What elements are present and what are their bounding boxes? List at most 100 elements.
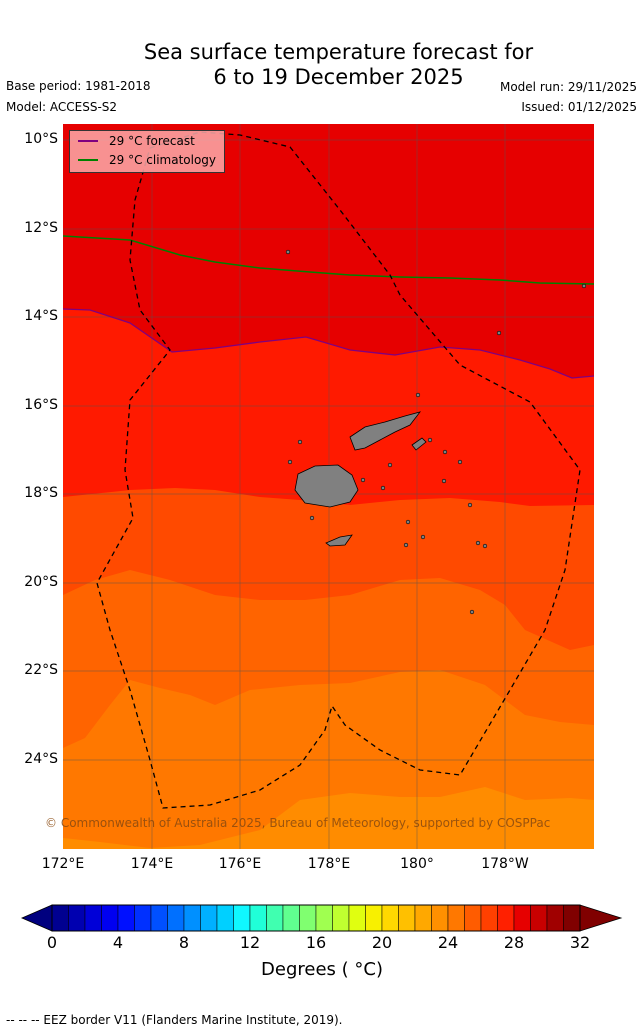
colorbar-segment (68, 904, 86, 932)
colorbar-segment (183, 904, 201, 932)
colorbar-segment (216, 904, 234, 932)
copyright-notice: © Commonwealth of Australia 2025, Bureau… (45, 816, 551, 830)
climatology-line-swatch (78, 159, 98, 161)
latitude-label: 24°S (24, 751, 58, 767)
colorbar-segment (480, 904, 498, 932)
colorbar-segment (464, 904, 482, 932)
longitude-label: 178°W (481, 856, 529, 872)
small-island (457, 459, 463, 465)
issued-date: Issued: 01/12/2025 (521, 100, 637, 114)
colorbar-segment (332, 904, 350, 932)
sst-band-29-plus (63, 124, 594, 378)
colorbar-segment (414, 904, 432, 932)
small-island (496, 330, 502, 336)
colorbar-segment (249, 904, 267, 932)
small-island (469, 609, 475, 615)
small-island (387, 462, 393, 468)
small-island (442, 449, 448, 455)
colorbar-segment (447, 904, 465, 932)
model-run: Model run: 29/11/2025 (499, 80, 637, 94)
small-island (427, 437, 433, 443)
colorbar-segment (546, 904, 564, 932)
legend-forecast-label: 29 °C forecast (109, 134, 195, 148)
longitude-label: 180° (400, 856, 434, 872)
forecast-line-swatch (78, 140, 98, 142)
longitude-label: 178°E (307, 856, 351, 872)
colorbar-tick-label: 12 (239, 933, 261, 952)
colorbar-segment (51, 904, 69, 932)
title-line-1: Sea surface temperature forecast for (143, 40, 534, 64)
forecast-29c-contour (63, 308, 594, 379)
small-island (581, 283, 587, 289)
small-island (380, 485, 386, 491)
small-island (285, 249, 291, 255)
colorbar-over-extension (579, 904, 623, 932)
model-name: Model: ACCESS-S2 (6, 100, 118, 114)
vanua-levu-island (349, 411, 422, 451)
colorbar-segment (497, 904, 515, 932)
small-island (475, 540, 481, 546)
colorbar-segment (167, 904, 185, 932)
small-island (482, 543, 488, 549)
colorbar-segment (101, 904, 119, 932)
colorbar-segment (266, 904, 284, 932)
colorbar-segment (299, 904, 317, 932)
colorbar-under-extension (20, 904, 53, 932)
small-island (467, 502, 473, 508)
small-island (309, 515, 315, 521)
eez-note: -- -- -- EEZ border V11 (Flanders Marine… (6, 1013, 343, 1027)
small-island (403, 542, 409, 548)
colorbar-segment (84, 904, 102, 932)
colorbar-tick-label: 8 (178, 933, 190, 952)
colorbar-segment (117, 904, 135, 932)
colorbar-tick-label: 32 (569, 933, 591, 952)
viti-levu-island (294, 464, 359, 508)
small-island (287, 459, 293, 465)
small-island (405, 519, 411, 525)
latitude-label: 12°S (24, 220, 58, 236)
colorbar-segment (563, 904, 581, 932)
latitude-label: 20°S (24, 574, 58, 590)
taveuni-island (411, 437, 427, 451)
colorbar-segment (348, 904, 366, 932)
colorbar (20, 904, 623, 932)
colorbar-segment (315, 904, 333, 932)
latitude-label: 18°S (24, 485, 58, 501)
small-island (360, 477, 366, 483)
climatology-29c-contour (63, 235, 594, 285)
colorbar-segment (365, 904, 383, 932)
colorbar-tick-label: 20 (371, 933, 393, 952)
small-island (420, 534, 426, 540)
colorbar-segment (513, 904, 531, 932)
map-legend: 29 °C forecast 29 °C climatology (69, 130, 225, 173)
latitude-label: 14°S (24, 308, 58, 324)
kadavu-island (325, 534, 353, 547)
longitude-label: 172°E (41, 856, 85, 872)
base-period: Base period: 1981-2018 (6, 79, 151, 93)
colorbar-segment (233, 904, 251, 932)
colorbar-segment (381, 904, 399, 932)
colorbar-segment (134, 904, 152, 932)
colorbar-label: Degrees ( °C) (261, 959, 383, 980)
colorbar-tick-label: 16 (305, 933, 327, 952)
colorbar-segment (150, 904, 168, 932)
colorbar-segment (431, 904, 449, 932)
small-island (415, 392, 421, 398)
sst-map (63, 124, 594, 849)
colorbar-tick-label: 4 (112, 933, 124, 952)
colorbar-segment (200, 904, 218, 932)
colorbar-tick-label: 0 (46, 933, 58, 952)
colorbar-segment (398, 904, 416, 932)
latitude-label: 16°S (24, 397, 58, 413)
legend-climatology-label: 29 °C climatology (109, 153, 217, 167)
small-island (441, 478, 447, 484)
title-line-2: 6 to 19 December 2025 (213, 65, 464, 89)
small-island (297, 439, 303, 445)
colorbar-frame (51, 904, 581, 932)
latitude-label: 22°S (24, 662, 58, 678)
longitude-label: 176°E (218, 856, 262, 872)
longitude-label: 174°E (130, 856, 174, 872)
latitude-label: 10°S (24, 131, 58, 147)
figure-title: Sea surface temperature forecast for 6 t… (0, 40, 644, 90)
